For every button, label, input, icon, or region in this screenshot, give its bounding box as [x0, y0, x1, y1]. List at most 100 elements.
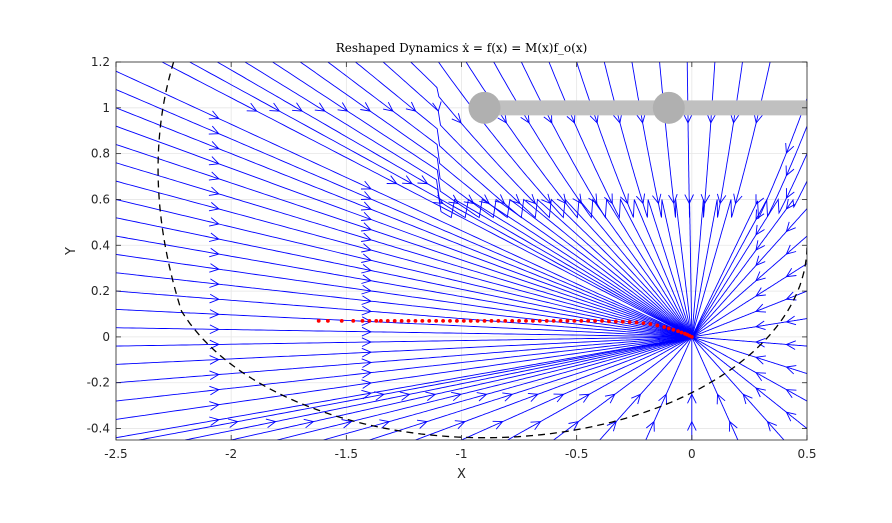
trajectory-point [392, 318, 397, 323]
streamline-arrow [209, 401, 220, 411]
streamline [116, 336, 692, 384]
streamline-arrow [360, 102, 372, 112]
streamline-arrow [479, 194, 490, 205]
streamline-arrow [730, 113, 740, 124]
streamline-arrow [405, 101, 417, 112]
streamline-arrow [646, 420, 655, 432]
trajectory-point [339, 318, 344, 323]
streamline-arrow [502, 392, 514, 402]
trajectory-point [613, 319, 618, 324]
streamline-arrow [755, 387, 766, 398]
streamline [691, 336, 807, 347]
streamline-arrow [527, 392, 539, 402]
streamline-arrow [785, 267, 797, 278]
streamline-arrow [525, 193, 537, 205]
trajectory-point [434, 318, 439, 323]
streamline-arrow [209, 217, 220, 227]
obstacle-joint [652, 91, 685, 124]
streamline-arrow [684, 194, 694, 205]
streamline-arrow [755, 303, 767, 313]
streamline [277, 336, 692, 440]
streamline-arrow [530, 421, 542, 431]
trajectory-point [374, 318, 379, 323]
y-tick-label: 0.8 [91, 147, 110, 161]
trajectory-point [544, 318, 549, 323]
streamline-arrow [208, 125, 220, 135]
streamline-arrow [604, 393, 616, 404]
y-tick-label: 1 [102, 101, 110, 115]
trajectory-point [385, 318, 390, 323]
streamline [507, 336, 693, 440]
trajectory-point [607, 319, 611, 324]
streamline [493, 62, 693, 338]
streamline-arrow [209, 247, 220, 258]
trajectory-point [510, 318, 515, 323]
streamline-arrow [733, 193, 743, 205]
streamline-arrow [497, 112, 507, 124]
streamline-arrow [425, 391, 437, 401]
streamline-arrow [399, 391, 411, 401]
axis-ticks: -2.5 -2 -1.5 -1 -0.5 0 0.5 -0.4 -0.2 0 0.2 0.4 0.6 0.… [87, 55, 817, 461]
streamline-arrow [785, 340, 796, 350]
streamline-arrow [785, 389, 797, 399]
plot-contents [116, 62, 807, 440]
streamline [599, 336, 693, 440]
trajectory-point [600, 318, 604, 323]
trajectory-point [586, 318, 591, 323]
trajectory-point [634, 320, 639, 325]
streamline [645, 336, 693, 440]
trajectory-point [378, 318, 383, 323]
trajectory-point [399, 318, 404, 323]
streamline [231, 336, 692, 440]
streamline-arrow [785, 221, 796, 233]
streamline-arrow [361, 358, 373, 368]
trajectory-point [551, 318, 556, 323]
streamline-arrow [361, 368, 373, 379]
streamline-arrow [361, 222, 372, 232]
streamline-arrow [383, 101, 394, 112]
streamline-arrow [755, 209, 765, 221]
streamline [369, 336, 692, 440]
streamline-arrow [417, 175, 429, 185]
streamline [691, 98, 807, 338]
trajectory-point [579, 318, 584, 323]
streamline-arrow [652, 193, 662, 205]
streamline [161, 62, 693, 338]
streamline [116, 70, 692, 338]
streamline [116, 290, 692, 338]
streamline-arrow [361, 274, 373, 284]
streamline-arrow [728, 420, 738, 432]
streamline-arrow [755, 194, 765, 206]
y-tick-label: 0.4 [91, 238, 110, 252]
streamline-arrow [785, 315, 797, 326]
streamline-arrow [208, 156, 220, 166]
streamline-arrow [361, 243, 372, 253]
boundary-dashed-curve [157, 62, 807, 439]
trajectory-point [572, 318, 577, 323]
trajectory-point [420, 318, 425, 323]
x-tick-label: -2.5 [104, 447, 127, 461]
streamline-arrow [360, 191, 372, 200]
streamline-arrow [572, 193, 583, 205]
streamline-arrow [361, 389, 373, 400]
streamline-arrow [589, 112, 599, 124]
trajectory-point [448, 318, 452, 323]
streamline-arrow [265, 418, 277, 428]
streamline-arrow [361, 232, 372, 242]
streamline-arrow [314, 102, 326, 112]
trajectory-point [648, 322, 653, 326]
streamline [691, 235, 807, 338]
streamline-arrow [209, 309, 220, 319]
streamline [382, 62, 693, 338]
streamline-arrow [361, 264, 373, 274]
streamline-arrow [785, 165, 795, 177]
streamlines [116, 62, 807, 440]
streamline-arrow [208, 141, 220, 150]
trajectory-point [627, 320, 632, 324]
y-tick-label: 0 [102, 330, 110, 344]
streamline [553, 336, 693, 440]
streamline [461, 336, 692, 440]
streamline-arrow [454, 420, 466, 430]
streamline [116, 336, 692, 365]
trajectory-point [326, 318, 330, 323]
